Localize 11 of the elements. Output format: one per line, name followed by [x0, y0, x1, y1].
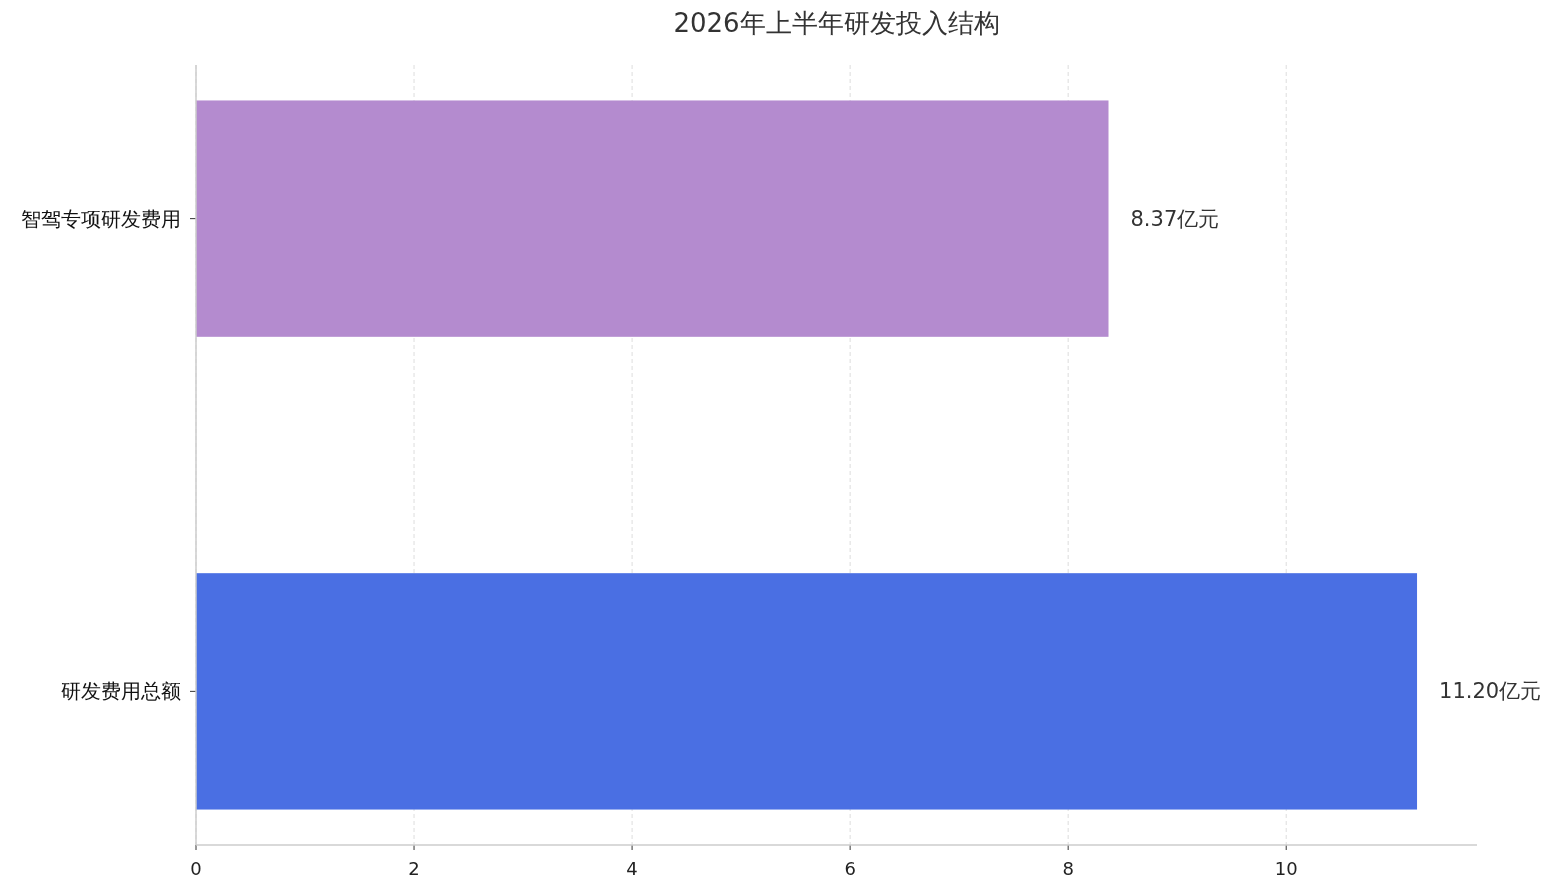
x-tick-label: 10 [1274, 858, 1298, 879]
x-tick-label: 2 [408, 858, 420, 879]
data-label: 8.37亿元 [1130, 206, 1220, 231]
x-tick-label: 0 [190, 858, 202, 879]
x-tick-label: 6 [844, 858, 856, 879]
x-tick-label: 8 [1062, 858, 1074, 879]
y-tick-label: 智驾专项研发费用 [21, 206, 181, 231]
data-label: 11.20亿元 [1439, 679, 1542, 704]
chart-title: 2026年上半年研发投入结构 [673, 8, 1000, 38]
x-tick-label: 4 [626, 858, 638, 879]
y-tick-label: 研发费用总额 [61, 679, 181, 704]
